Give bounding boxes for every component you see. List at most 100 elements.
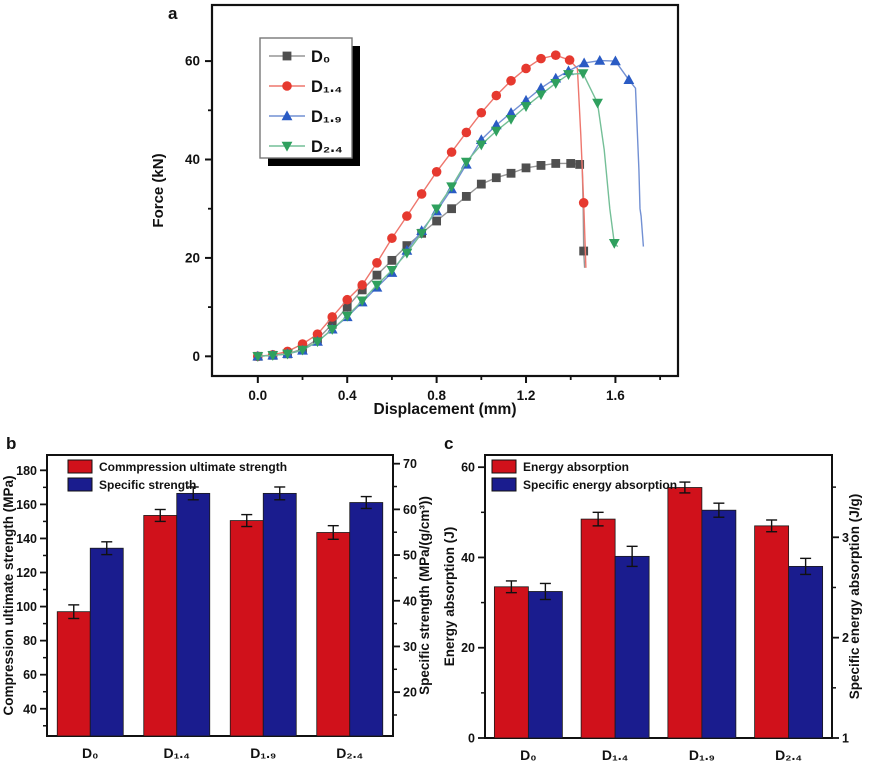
x-tick-label: 0.4 xyxy=(338,388,357,403)
bar-specific-strength xyxy=(349,502,384,737)
series-D2.4-marker xyxy=(577,69,589,79)
legend-box xyxy=(259,37,353,159)
left-tick-label: 20 xyxy=(461,641,475,655)
series-D0-marker xyxy=(566,159,576,168)
right-tick-label: 40 xyxy=(403,594,417,608)
right-axis-title: Specific strength (MPa/(g/cm³)) xyxy=(417,496,432,695)
x-tick-label: 1.6 xyxy=(606,388,625,403)
series-D1.9-marker xyxy=(623,74,635,84)
left-tick-label: 120 xyxy=(16,566,37,580)
series-D1.4-marker xyxy=(446,147,457,157)
right-axis-title: Specific energy absorption (J/g) xyxy=(847,494,862,700)
series-D1.4-marker xyxy=(387,233,397,244)
series-D2.4-marker xyxy=(460,157,472,168)
bar-specific-strength xyxy=(262,492,297,737)
series-D2.4-marker xyxy=(475,140,487,151)
panel-b-bar-chart: 40 60 80 100 120 140 160 180 20 30 40 50 60 70 Compres… xyxy=(1,454,432,761)
series-D2.4-marker xyxy=(563,70,574,80)
bar-specific-strength xyxy=(176,492,211,737)
series-D0-marker xyxy=(536,161,546,170)
bar-specific-energy-absorption xyxy=(614,555,650,739)
series-D1.4-marker xyxy=(521,63,531,74)
left-axis-title: Compression ultimate strength (MPa) xyxy=(1,475,16,715)
series-D0-marker xyxy=(387,255,397,265)
category-label: D₀ xyxy=(520,747,536,763)
series-D2.4-marker xyxy=(252,352,264,362)
series-D1.4-marker xyxy=(372,258,382,268)
series-D1.4-marker xyxy=(536,53,546,64)
series-D0-marker xyxy=(521,163,531,173)
series-D1.4-marker xyxy=(312,329,323,339)
bar-compression-ultimate-strength xyxy=(229,520,264,737)
category-label: D₂.₄ xyxy=(775,747,802,763)
right-tick-label: 50 xyxy=(403,549,417,563)
series-D0-marker xyxy=(372,270,382,280)
series-D2.4-marker xyxy=(431,204,443,215)
bar-compression-ultimate-strength xyxy=(143,515,178,737)
series-D1.4-marker xyxy=(342,294,353,305)
series-D1.4-marker xyxy=(491,90,502,101)
right-tick-label: 20 xyxy=(403,686,417,700)
bar-compression-ultimate-strength xyxy=(316,532,351,737)
category-label: D₀ xyxy=(82,745,98,761)
series-D1.4-marker xyxy=(416,189,427,199)
series-D1.4-marker xyxy=(357,280,367,290)
left-tick-label: 140 xyxy=(16,532,37,546)
series-D2.4-marker xyxy=(282,349,293,360)
right-tick-label: 70 xyxy=(403,457,417,471)
legend-label-energy-absorption: Energy absorption xyxy=(523,460,629,474)
series-D1.9-marker xyxy=(535,82,547,93)
series-D1.4-marker xyxy=(476,107,487,118)
bar-energy-absorption xyxy=(754,525,790,739)
series-D2.4-marker xyxy=(550,79,562,89)
series-D2.4-marker xyxy=(401,248,413,259)
panel-letter-c: c xyxy=(444,434,454,453)
panel-letter-a: a xyxy=(168,4,178,23)
series-D2.4-marker xyxy=(608,238,620,249)
series-D1.9-marker xyxy=(594,55,606,65)
left-axis-title: Energy absorption (J) xyxy=(442,527,457,667)
x-tick-label: 0.8 xyxy=(427,388,446,403)
series-D2.4-marker xyxy=(341,311,353,322)
category-label: D₁.₄ xyxy=(602,747,628,763)
plot-frame-b xyxy=(46,454,394,737)
right-tick-label: 30 xyxy=(403,640,417,654)
series-D0-marker xyxy=(342,302,352,312)
bar-compression-ultimate-strength xyxy=(56,611,91,737)
series-D1.4-marker xyxy=(461,127,472,138)
legend-marker-D1.9 xyxy=(281,110,293,121)
y-tick-label: 20 xyxy=(185,250,200,265)
series-D0-marker xyxy=(491,173,501,183)
bar-energy-absorption xyxy=(667,487,703,739)
plot-frame-c xyxy=(484,454,833,739)
legend-marker-D0 xyxy=(282,51,292,61)
series-D0-marker xyxy=(551,159,561,168)
series-D0-marker xyxy=(461,192,471,201)
legend-swatch-specific-strength xyxy=(67,477,93,492)
right-tick-label: 2 xyxy=(842,631,849,645)
y-tick-label: 0 xyxy=(192,349,200,364)
legend-label-specific-strength: Specific strength xyxy=(99,478,196,492)
series-D1.9-marker xyxy=(578,57,590,68)
legend-marker-D1.4 xyxy=(282,81,292,91)
legend-label-D1.9: D₁.₉ xyxy=(311,108,342,126)
series-D1.9-marker xyxy=(505,107,517,117)
series-D0-marker xyxy=(506,168,516,178)
series-D2.4-marker xyxy=(312,337,323,348)
x-axis-title: Displacement (mm) xyxy=(374,401,517,418)
y-axis-title: Force (kN) xyxy=(150,153,167,227)
left-tick-label: 80 xyxy=(23,634,37,648)
series-D1.4-marker xyxy=(431,167,442,177)
legend-marker-D2.4 xyxy=(281,141,293,152)
series-D1.4-marker xyxy=(402,211,412,221)
series-D1.4-marker xyxy=(506,75,516,86)
bar-energy-absorption xyxy=(493,586,529,739)
left-tick-label: 40 xyxy=(23,702,37,716)
series-D0-marker xyxy=(447,204,456,214)
series-D1.4-marker xyxy=(550,50,561,60)
series-D0-marker xyxy=(432,216,442,226)
series-D0-marker xyxy=(575,160,585,169)
series-D1.4-marker xyxy=(564,55,575,65)
legend-label-compression-ultimate-strength: Commpression ultimate strength xyxy=(99,460,287,474)
